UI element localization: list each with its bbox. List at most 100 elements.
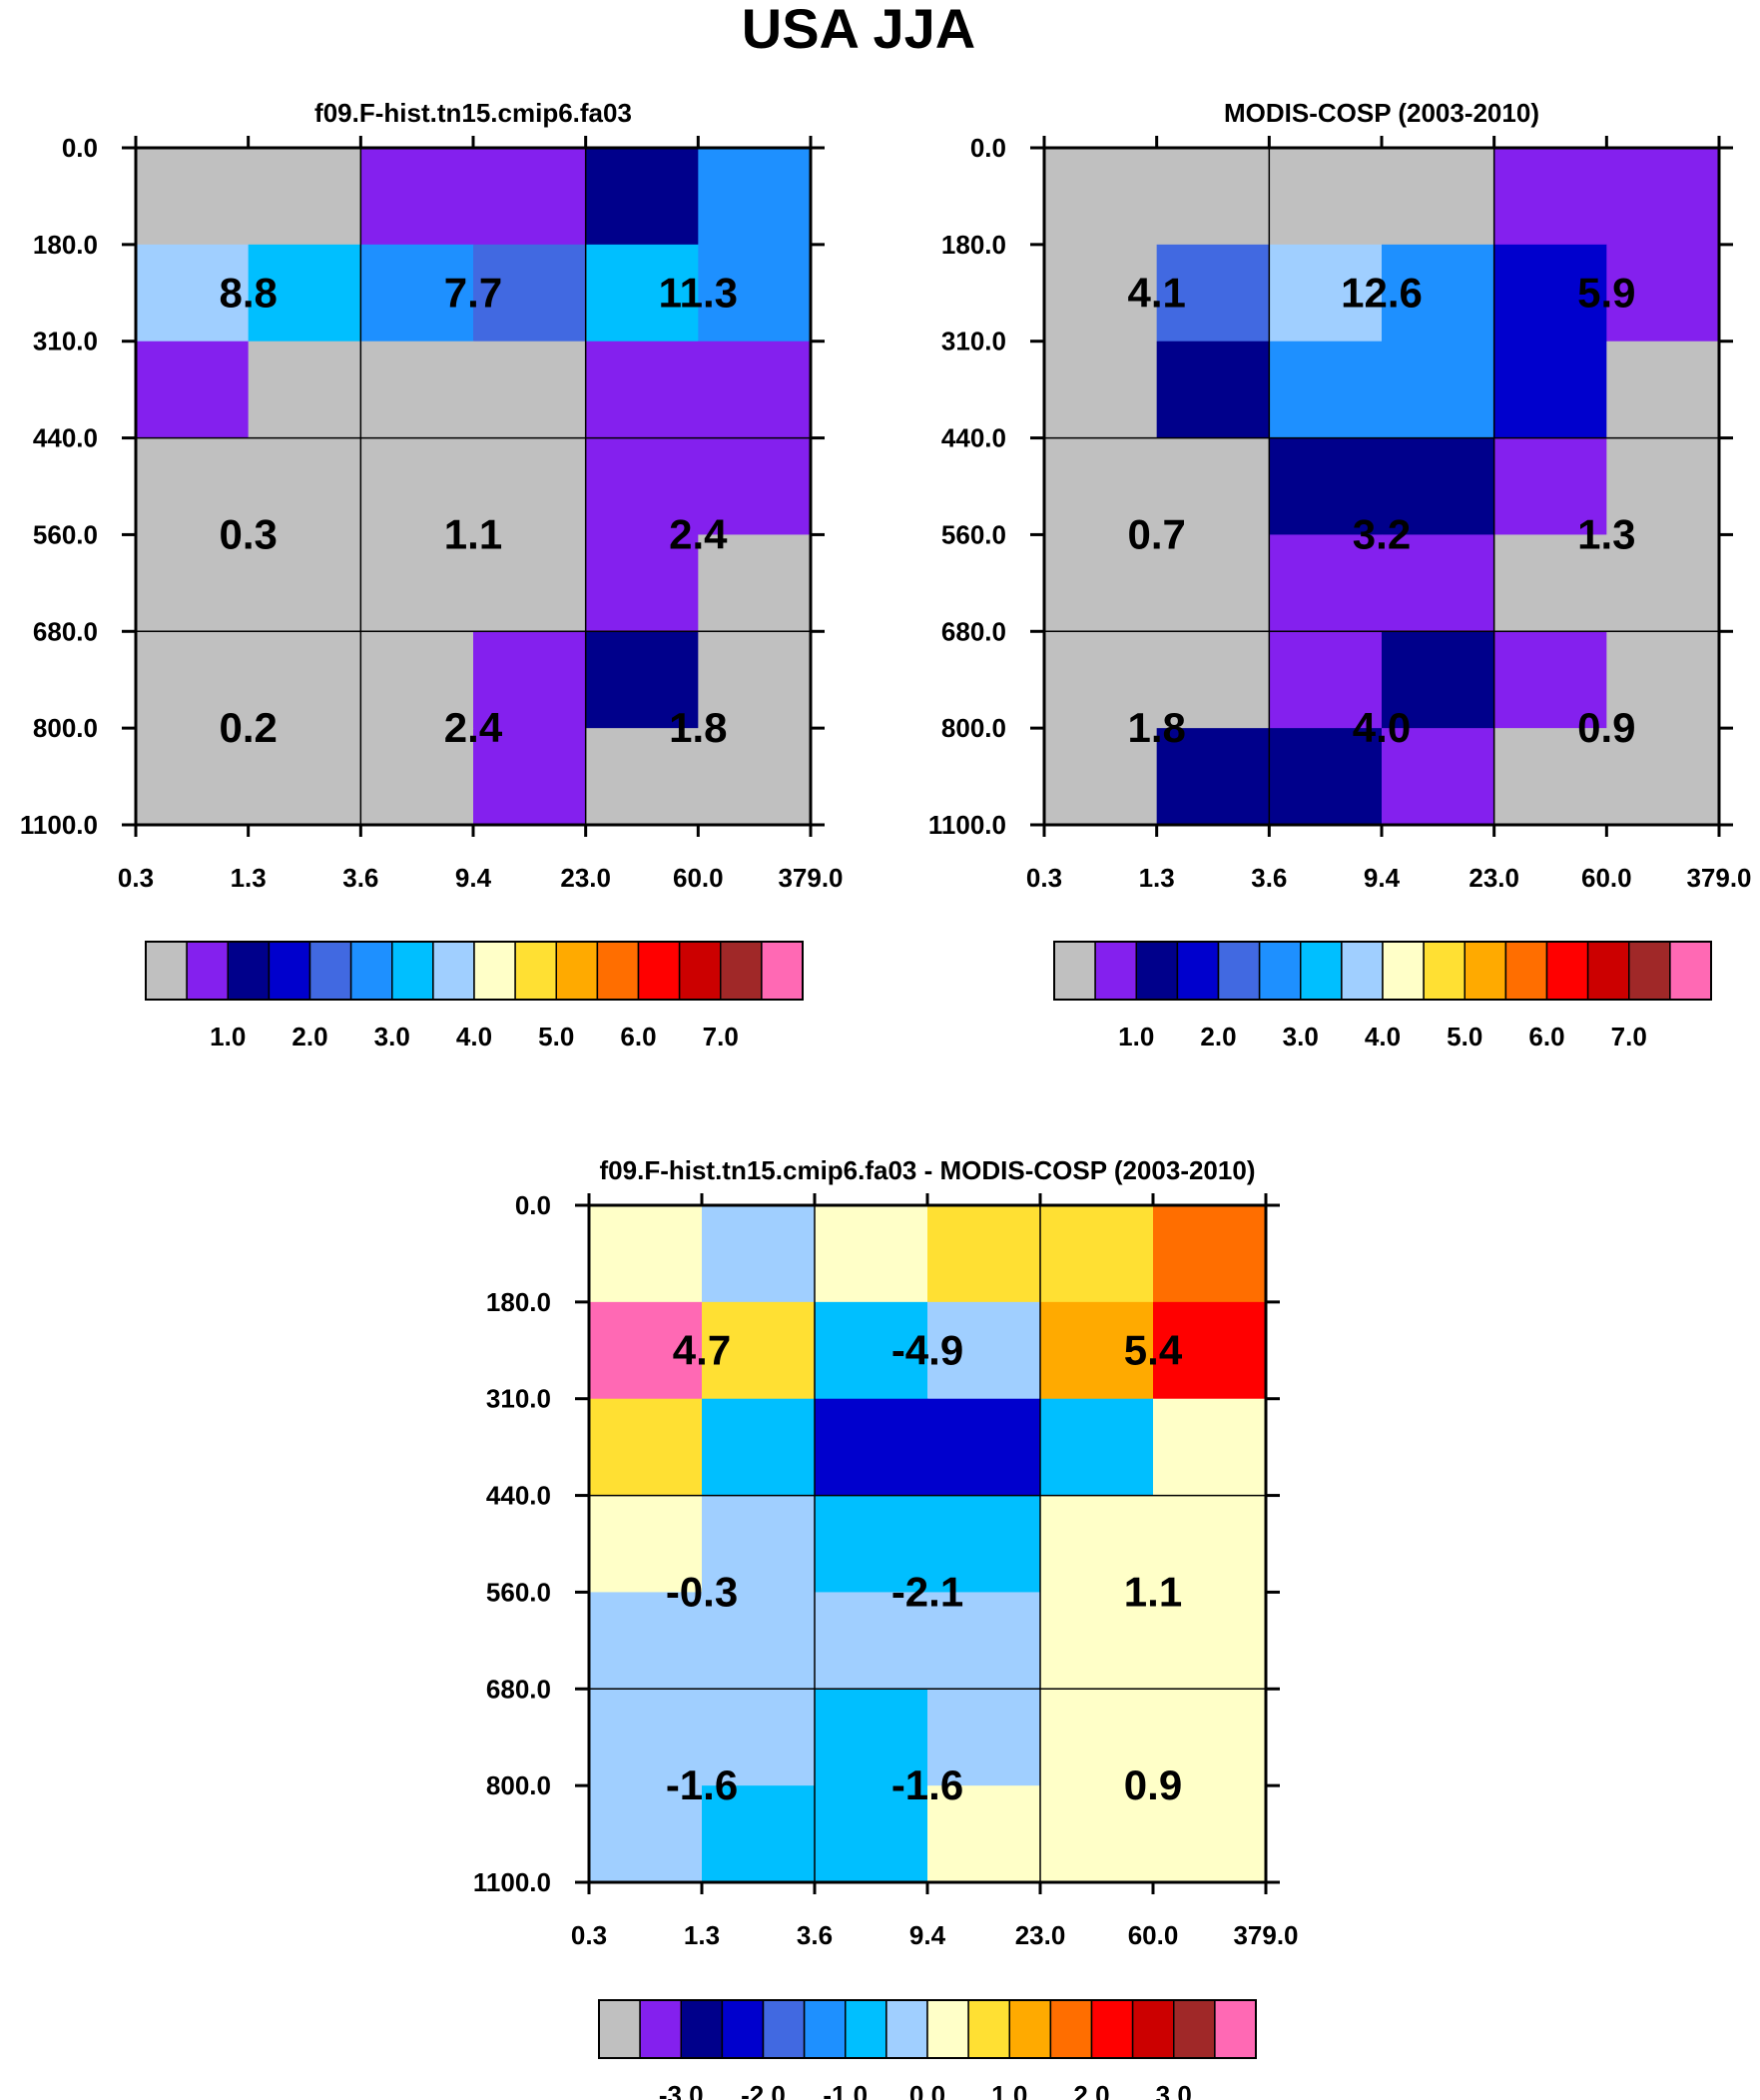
panel-title: MODIS-COSP (2003-2010) xyxy=(1224,98,1539,128)
colorbar-swatch xyxy=(720,941,763,1001)
heatmap-cell xyxy=(1382,728,1495,826)
heatmap-cell xyxy=(698,534,812,632)
heatmap-cell xyxy=(1382,534,1495,632)
heatmap-cell xyxy=(1269,148,1383,246)
block-value-label: 5.4 xyxy=(1124,1326,1183,1373)
heatmap-cell xyxy=(1156,148,1270,246)
heatmap-cell xyxy=(136,244,250,343)
block-value-label: 0.2 xyxy=(219,704,277,751)
block-value-label: -4.9 xyxy=(891,1326,963,1373)
heatmap-cell xyxy=(248,437,361,536)
colorbar-swatch xyxy=(637,941,681,1001)
colorbar-swatch xyxy=(1094,941,1137,1001)
heatmap-cell xyxy=(698,341,812,439)
colorbar-swatch xyxy=(432,941,475,1001)
heatmap-cell xyxy=(927,1785,1041,1883)
heatmap-cell xyxy=(1493,148,1607,246)
colorbar-label: 1.0 xyxy=(991,2080,1027,2100)
colorbar-swatch xyxy=(1586,941,1630,1001)
heatmap-cell xyxy=(360,437,474,536)
colorbar-swatch xyxy=(1217,941,1261,1001)
heatmap-cell xyxy=(698,437,812,536)
block-value-label: 3.2 xyxy=(1353,510,1411,557)
colorbar-swatch xyxy=(1176,941,1220,1001)
colorbar-frame xyxy=(598,1999,1257,2059)
y-tick-label: 560.0 xyxy=(941,519,1006,549)
heatmap-cell xyxy=(1156,631,1270,729)
heatmap-cell xyxy=(702,1495,816,1594)
y-tick-label: 310.0 xyxy=(33,327,98,356)
x-tick-label: 60.0 xyxy=(673,863,724,893)
heatmap-cell xyxy=(1382,631,1495,729)
heatmap-cell xyxy=(927,1205,1041,1303)
colorbar-swatch xyxy=(391,941,434,1001)
heatmap-cell xyxy=(927,1495,1041,1594)
x-tick-label: 60.0 xyxy=(1128,1920,1179,1950)
block-value-label: 12.6 xyxy=(1341,269,1423,316)
block-value-label: 2.4 xyxy=(669,510,728,557)
heatmap-cell xyxy=(1156,244,1270,343)
x-tick-label: 379.0 xyxy=(778,863,843,893)
heatmap-cell xyxy=(1153,1785,1267,1883)
y-tick-label: 680.0 xyxy=(941,616,1006,646)
heatmap-cell xyxy=(360,728,474,826)
heatmap-cell xyxy=(1493,631,1607,729)
block-value-label: 0.9 xyxy=(1577,704,1635,751)
heatmap-cell xyxy=(585,148,699,246)
heatmap-cell xyxy=(1153,1495,1267,1594)
heatmap-cell xyxy=(1040,1689,1154,1786)
colorbar-swatch xyxy=(680,1999,724,2059)
heatmap-cell xyxy=(1156,437,1270,536)
colorbar-swatch xyxy=(1258,941,1302,1001)
colorbar-swatch xyxy=(186,941,229,1001)
heatmap-cell xyxy=(589,1301,703,1400)
heatmap-cell xyxy=(1040,1301,1154,1400)
colorbar-swatch xyxy=(1669,941,1712,1001)
block-value-label: 1.1 xyxy=(444,510,502,557)
colorbar-swatch xyxy=(1504,941,1548,1001)
y-tick-label: 800.0 xyxy=(486,1770,551,1800)
heatmap-cell xyxy=(585,728,699,826)
heatmap-cell xyxy=(1044,631,1158,729)
x-tick-label: 0.3 xyxy=(118,863,154,893)
heatmap-cell xyxy=(1493,437,1607,536)
y-tick-label: 310.0 xyxy=(486,1384,551,1414)
heatmap-cell xyxy=(585,534,699,632)
colorbar-swatch xyxy=(268,941,311,1001)
x-tick-label: 23.0 xyxy=(560,863,611,893)
colorbar-label: 3.0 xyxy=(1156,2080,1192,2100)
heatmap-cell xyxy=(589,1689,703,1786)
heatmap-cell xyxy=(1156,728,1270,826)
panel-title: f09.F-hist.tn15.cmip6.fa03 - MODIS-COSP … xyxy=(600,1155,1256,1185)
heatmap-cell xyxy=(248,534,361,632)
heatmap-panel-1: f09.F-hist.tn15.cmip6.fa03 0.3 1.3 3.6 9.4 23… xyxy=(20,98,844,1051)
colorbar-swatch xyxy=(1423,941,1466,1001)
x-tick-label: 1.3 xyxy=(1139,863,1175,893)
heatmap-cell xyxy=(585,631,699,729)
colorbar-label: -1.0 xyxy=(823,2080,868,2100)
colorbar-label: 4.0 xyxy=(1365,1022,1401,1051)
colorbar-swatch xyxy=(555,941,599,1001)
heatmap-cell xyxy=(1156,534,1270,632)
heatmap-cell xyxy=(1606,341,1720,439)
colorbar-label: 3.0 xyxy=(1283,1022,1319,1051)
block-value-label: 0.7 xyxy=(1127,510,1185,557)
heatmap-cell xyxy=(1040,1495,1154,1594)
heatmap-cell xyxy=(1269,728,1383,826)
heatmap-cell xyxy=(589,1592,703,1690)
heatmap-cell xyxy=(702,1205,816,1303)
heatmap-cell xyxy=(815,1205,928,1303)
heatmap-cell xyxy=(1269,631,1383,729)
block-value-label: 4.1 xyxy=(1127,269,1185,316)
colorbar-swatch xyxy=(926,1999,969,2059)
heatmap-cell xyxy=(1269,534,1383,632)
y-tick-label: 560.0 xyxy=(486,1577,551,1607)
x-tick-label: 1.3 xyxy=(231,863,267,893)
heatmap-cell xyxy=(136,437,250,536)
heatmap-cell xyxy=(1044,148,1158,246)
x-tick-label: 60.0 xyxy=(1581,863,1632,893)
heatmap-cell xyxy=(360,631,474,729)
heatmap-cell xyxy=(248,341,361,439)
colorbar-swatch xyxy=(1214,1999,1257,2059)
heatmap-cell xyxy=(927,1689,1041,1786)
